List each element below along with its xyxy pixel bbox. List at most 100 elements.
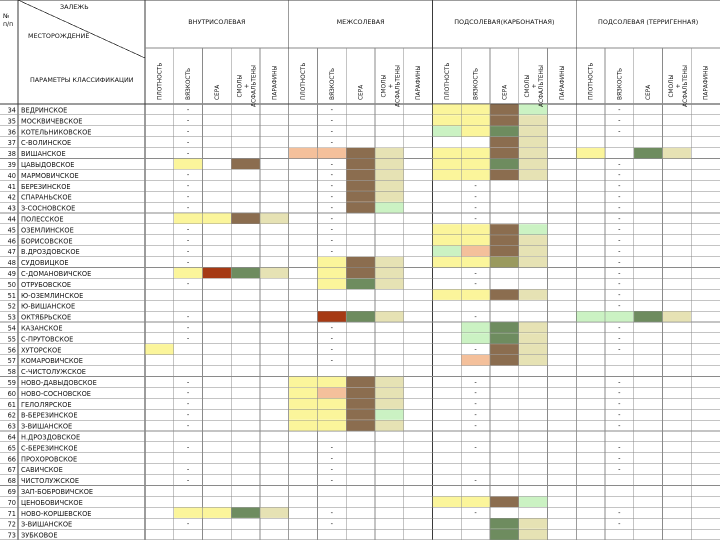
table-cell-70-11: [432, 496, 461, 507]
table-cell-61-6: [289, 398, 318, 409]
dash-mark: -: [618, 258, 621, 266]
row-field-name: НОВО-ДАВЫДОВСКОЕ: [21, 379, 97, 387]
row-number: 53: [8, 314, 16, 322]
table-cell-35-14: [519, 115, 548, 126]
row-number: 52: [8, 303, 16, 311]
dash-mark: -: [618, 346, 621, 354]
row-number: 50: [8, 281, 16, 289]
dash-mark: -: [187, 139, 190, 147]
dash-mark: -: [331, 171, 334, 179]
dash-mark: -: [618, 226, 621, 234]
table-cell-46-14: [519, 235, 548, 246]
corner-header: ЗАЛЕЖЬ МЕСТОРОЖДЕНИЕ ПАРАМЕТРЫ КЛАССИФИК…: [2, 0, 146, 84]
table-cell-39-12: [461, 158, 490, 170]
table-cell-46-12: [461, 235, 490, 246]
row-number: 68: [8, 477, 16, 485]
row-field-name: З-ВИШАНСКОЕ: [21, 423, 72, 431]
table-cell-38-13: [490, 147, 519, 159]
table-cell-55-12: [461, 333, 490, 344]
table-cell-36-13: [490, 126, 519, 137]
row-number: 46: [8, 237, 16, 245]
dash-mark: -: [187, 171, 190, 179]
row-field-name: МОСКВИЧЕВСКОЕ: [21, 117, 82, 125]
row-field-name: СУДОВИЦКОЕ: [21, 259, 69, 267]
column-header-17: СЕРА: [646, 85, 652, 100]
row-field-name: БЕРЕЗИНСКОЕ: [21, 183, 71, 191]
dash-mark: -: [331, 117, 334, 125]
table-cell-34-13: [490, 104, 519, 115]
dash-mark: -: [618, 520, 621, 528]
table-cell-48-11: [432, 256, 461, 268]
table-cell-38-8: [346, 147, 375, 159]
dash-mark: -: [187, 149, 190, 157]
dash-mark: -: [187, 128, 190, 136]
row-field-name: ОЗЕМЛИНСКОЕ: [21, 226, 74, 234]
table-cell-60-8: [346, 387, 375, 398]
row-number: 72: [8, 521, 16, 529]
row-number: 38: [8, 150, 16, 158]
table-cell-62-8: [346, 409, 375, 420]
row-number: 70: [8, 499, 16, 507]
column-header-3: СМОЛЫ + АСФАЛЬТЕНЫ: [238, 65, 258, 107]
dash-mark: -: [618, 444, 621, 452]
row-field-name: ЗАП-БОБРОВИЧСКОЕ: [21, 488, 93, 496]
table-cell-63-9: [375, 420, 404, 431]
table-cell-38-18: [634, 147, 663, 159]
table-cell-59-6: [289, 376, 318, 388]
row-field-name: БОРИСОВСКОЕ: [21, 237, 73, 245]
table-cell-48-7: [317, 256, 346, 268]
row-field-name: МАРМОВИЧСКОЕ: [21, 172, 79, 180]
dash-mark: -: [618, 466, 621, 474]
dash-mark: -: [618, 182, 621, 190]
row-number: 37: [8, 139, 16, 147]
dash-mark: -: [618, 204, 621, 212]
table-cell-59-8: [346, 376, 375, 388]
table-cell-53-18: [634, 311, 663, 322]
row-field-name: ЦЕНОБОВИЧСКОЕ: [21, 499, 83, 507]
table-cell-49-7: [317, 267, 346, 279]
row-field-name: ХУТОРСКОЕ: [21, 346, 61, 354]
dash-mark: -: [331, 324, 334, 332]
dash-mark: -: [331, 357, 334, 365]
dash-mark: -: [331, 226, 334, 234]
table-cell-35-12: [461, 115, 490, 126]
column-header-label: АСФАЛЬТЕНЫ: [683, 65, 689, 107]
num-label-1: №: [2, 13, 9, 20]
dash-mark: -: [331, 509, 334, 517]
table-cell-45-13: [490, 224, 519, 235]
table-cell-56-13: [490, 344, 519, 355]
row-number: 35: [8, 117, 16, 125]
dash-mark: -: [618, 455, 621, 463]
dash-mark: -: [187, 106, 190, 114]
row-number: 41: [8, 183, 16, 191]
dash-mark: -: [187, 520, 190, 528]
table-cell-49-4: [231, 267, 260, 279]
table-cell-47-13: [490, 246, 519, 257]
table-cell-39-9: [375, 158, 404, 170]
table-cell-56-14: [519, 344, 548, 355]
row-number: 39: [8, 161, 16, 169]
table-cell-57-14: [519, 355, 548, 366]
table-cells: [145, 104, 691, 540]
dash-mark: -: [474, 422, 477, 430]
table-cell-53-9: [375, 311, 404, 322]
dash-mark: -: [187, 466, 190, 474]
dash-mark: -: [618, 106, 621, 114]
dash-mark: -: [331, 520, 334, 528]
group-header-g2: МЕЖСОЛЕВАЯ: [337, 18, 385, 26]
table-cell-44-2: [174, 213, 203, 224]
dash-mark: -: [331, 476, 334, 484]
table-cell-43-9: [375, 202, 404, 213]
table-cell-39-8: [346, 158, 375, 170]
row-field-name: ВЕДРИНСКОЕ: [21, 107, 67, 115]
table-cell-73-13: [490, 529, 519, 540]
dash-mark: -: [187, 378, 190, 386]
dash-mark: -: [618, 400, 621, 408]
table-cell-38-6: [289, 147, 318, 159]
table-cell-47-12: [461, 246, 490, 257]
dash-mark: -: [618, 248, 621, 256]
dash-mark: -: [187, 182, 190, 190]
dash-mark: -: [187, 444, 190, 452]
row-field-name: С-ЧИСТОЛУЖСКОЕ: [21, 368, 86, 376]
